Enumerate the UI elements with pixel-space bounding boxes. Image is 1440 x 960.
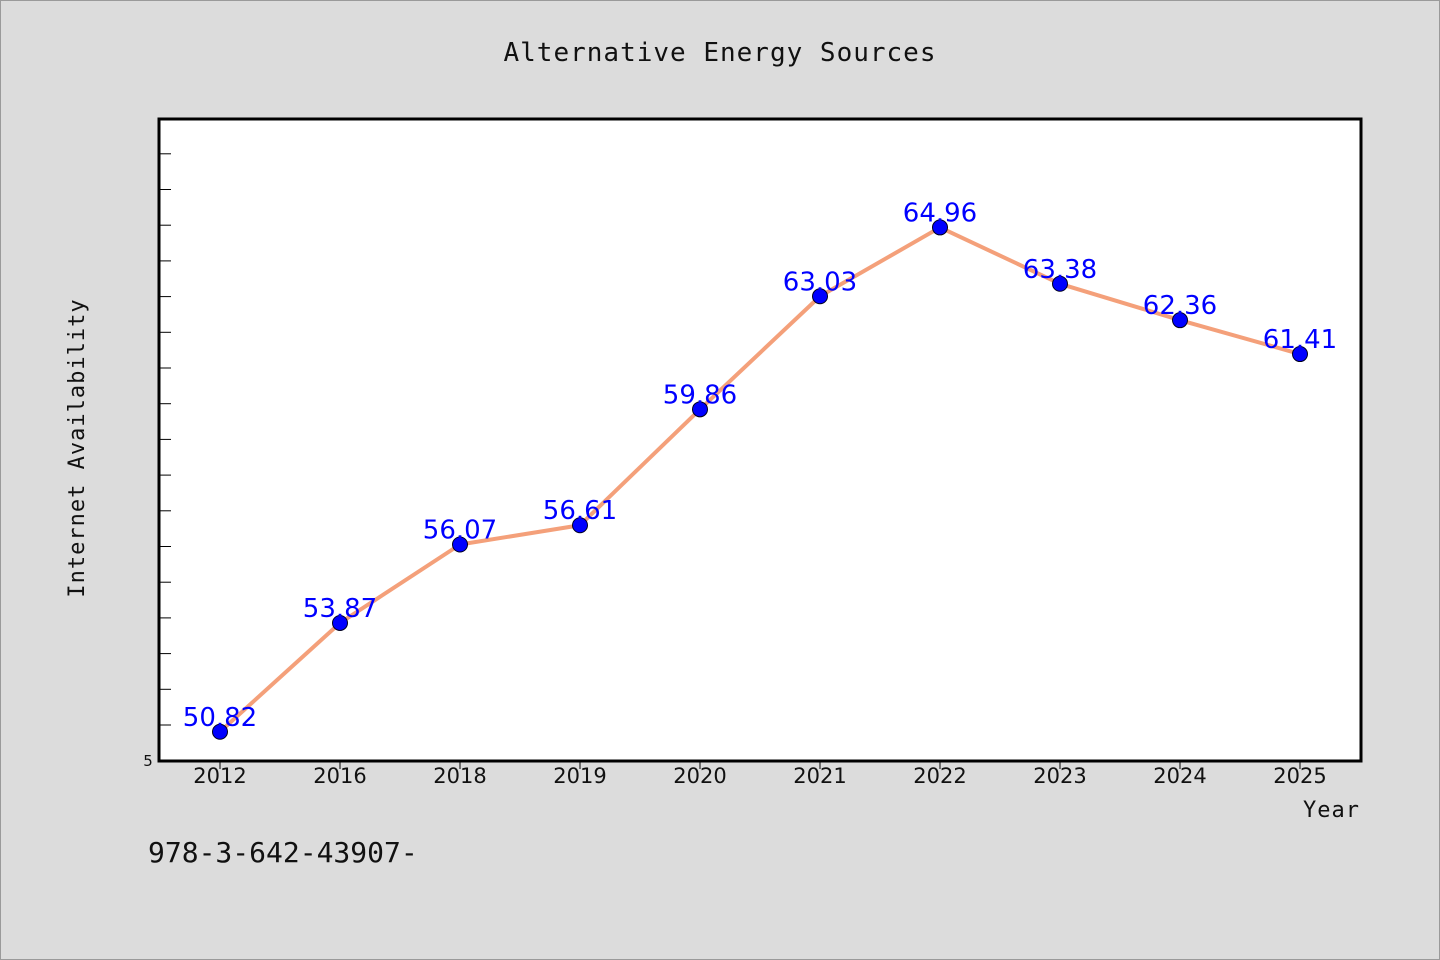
data-markers [212, 219, 1308, 740]
x-tick-label: 2018 [433, 764, 486, 788]
y-axis-label: Internet Availability [65, 298, 90, 597]
x-tick-label: 2024 [1153, 764, 1206, 788]
data-labels: 50.82 53.87 56.07 56.61 59.86 63.03 64.96 63.38… [183, 198, 1337, 732]
data-label: 61.41 [1263, 325, 1337, 355]
data-label: 50.82 [183, 703, 257, 733]
chart-title: Alternative Energy Sources [504, 38, 937, 68]
x-tick-label: 2019 [553, 764, 606, 788]
footnote-isbn: 978-3-642-43907- [148, 836, 418, 869]
data-label: 56.61 [543, 496, 617, 526]
data-label: 64.96 [903, 198, 977, 228]
x-tick-label: 2012 [193, 764, 246, 788]
data-label: 63.03 [783, 267, 857, 297]
data-point [1172, 312, 1188, 329]
data-point [692, 401, 708, 418]
data-point [452, 536, 468, 553]
data-point [212, 723, 228, 740]
data-point [812, 288, 828, 305]
data-point [1052, 275, 1068, 292]
x-tick-label: 2022 [913, 764, 966, 788]
data-label: 56.07 [423, 516, 497, 546]
plot-area [157, 117, 1363, 763]
x-tick-label: 2016 [313, 764, 366, 788]
x-axis-ticks: 2012 2016 2018 2019 2020 2021 2022 2023 2024 2025 [193, 761, 1327, 788]
data-label: 59.86 [663, 380, 737, 410]
y-axis-ticks [159, 153, 171, 726]
x-tick-label: 2021 [793, 764, 846, 788]
data-point [1292, 346, 1308, 363]
x-tick-label: 2023 [1033, 764, 1086, 788]
data-point [932, 219, 948, 236]
series-line [218, 225, 1301, 734]
data-point [332, 614, 348, 631]
data-label: 63.38 [1023, 255, 1097, 285]
x-tick-label: 2025 [1273, 764, 1326, 788]
x-axis-label: Year [1303, 798, 1360, 823]
y-tick-label: 5 [143, 752, 153, 770]
x-tick-label: 2020 [673, 764, 726, 788]
data-point [572, 517, 588, 534]
data-label: 53.87 [303, 594, 377, 624]
data-label: 62.36 [1143, 291, 1217, 321]
